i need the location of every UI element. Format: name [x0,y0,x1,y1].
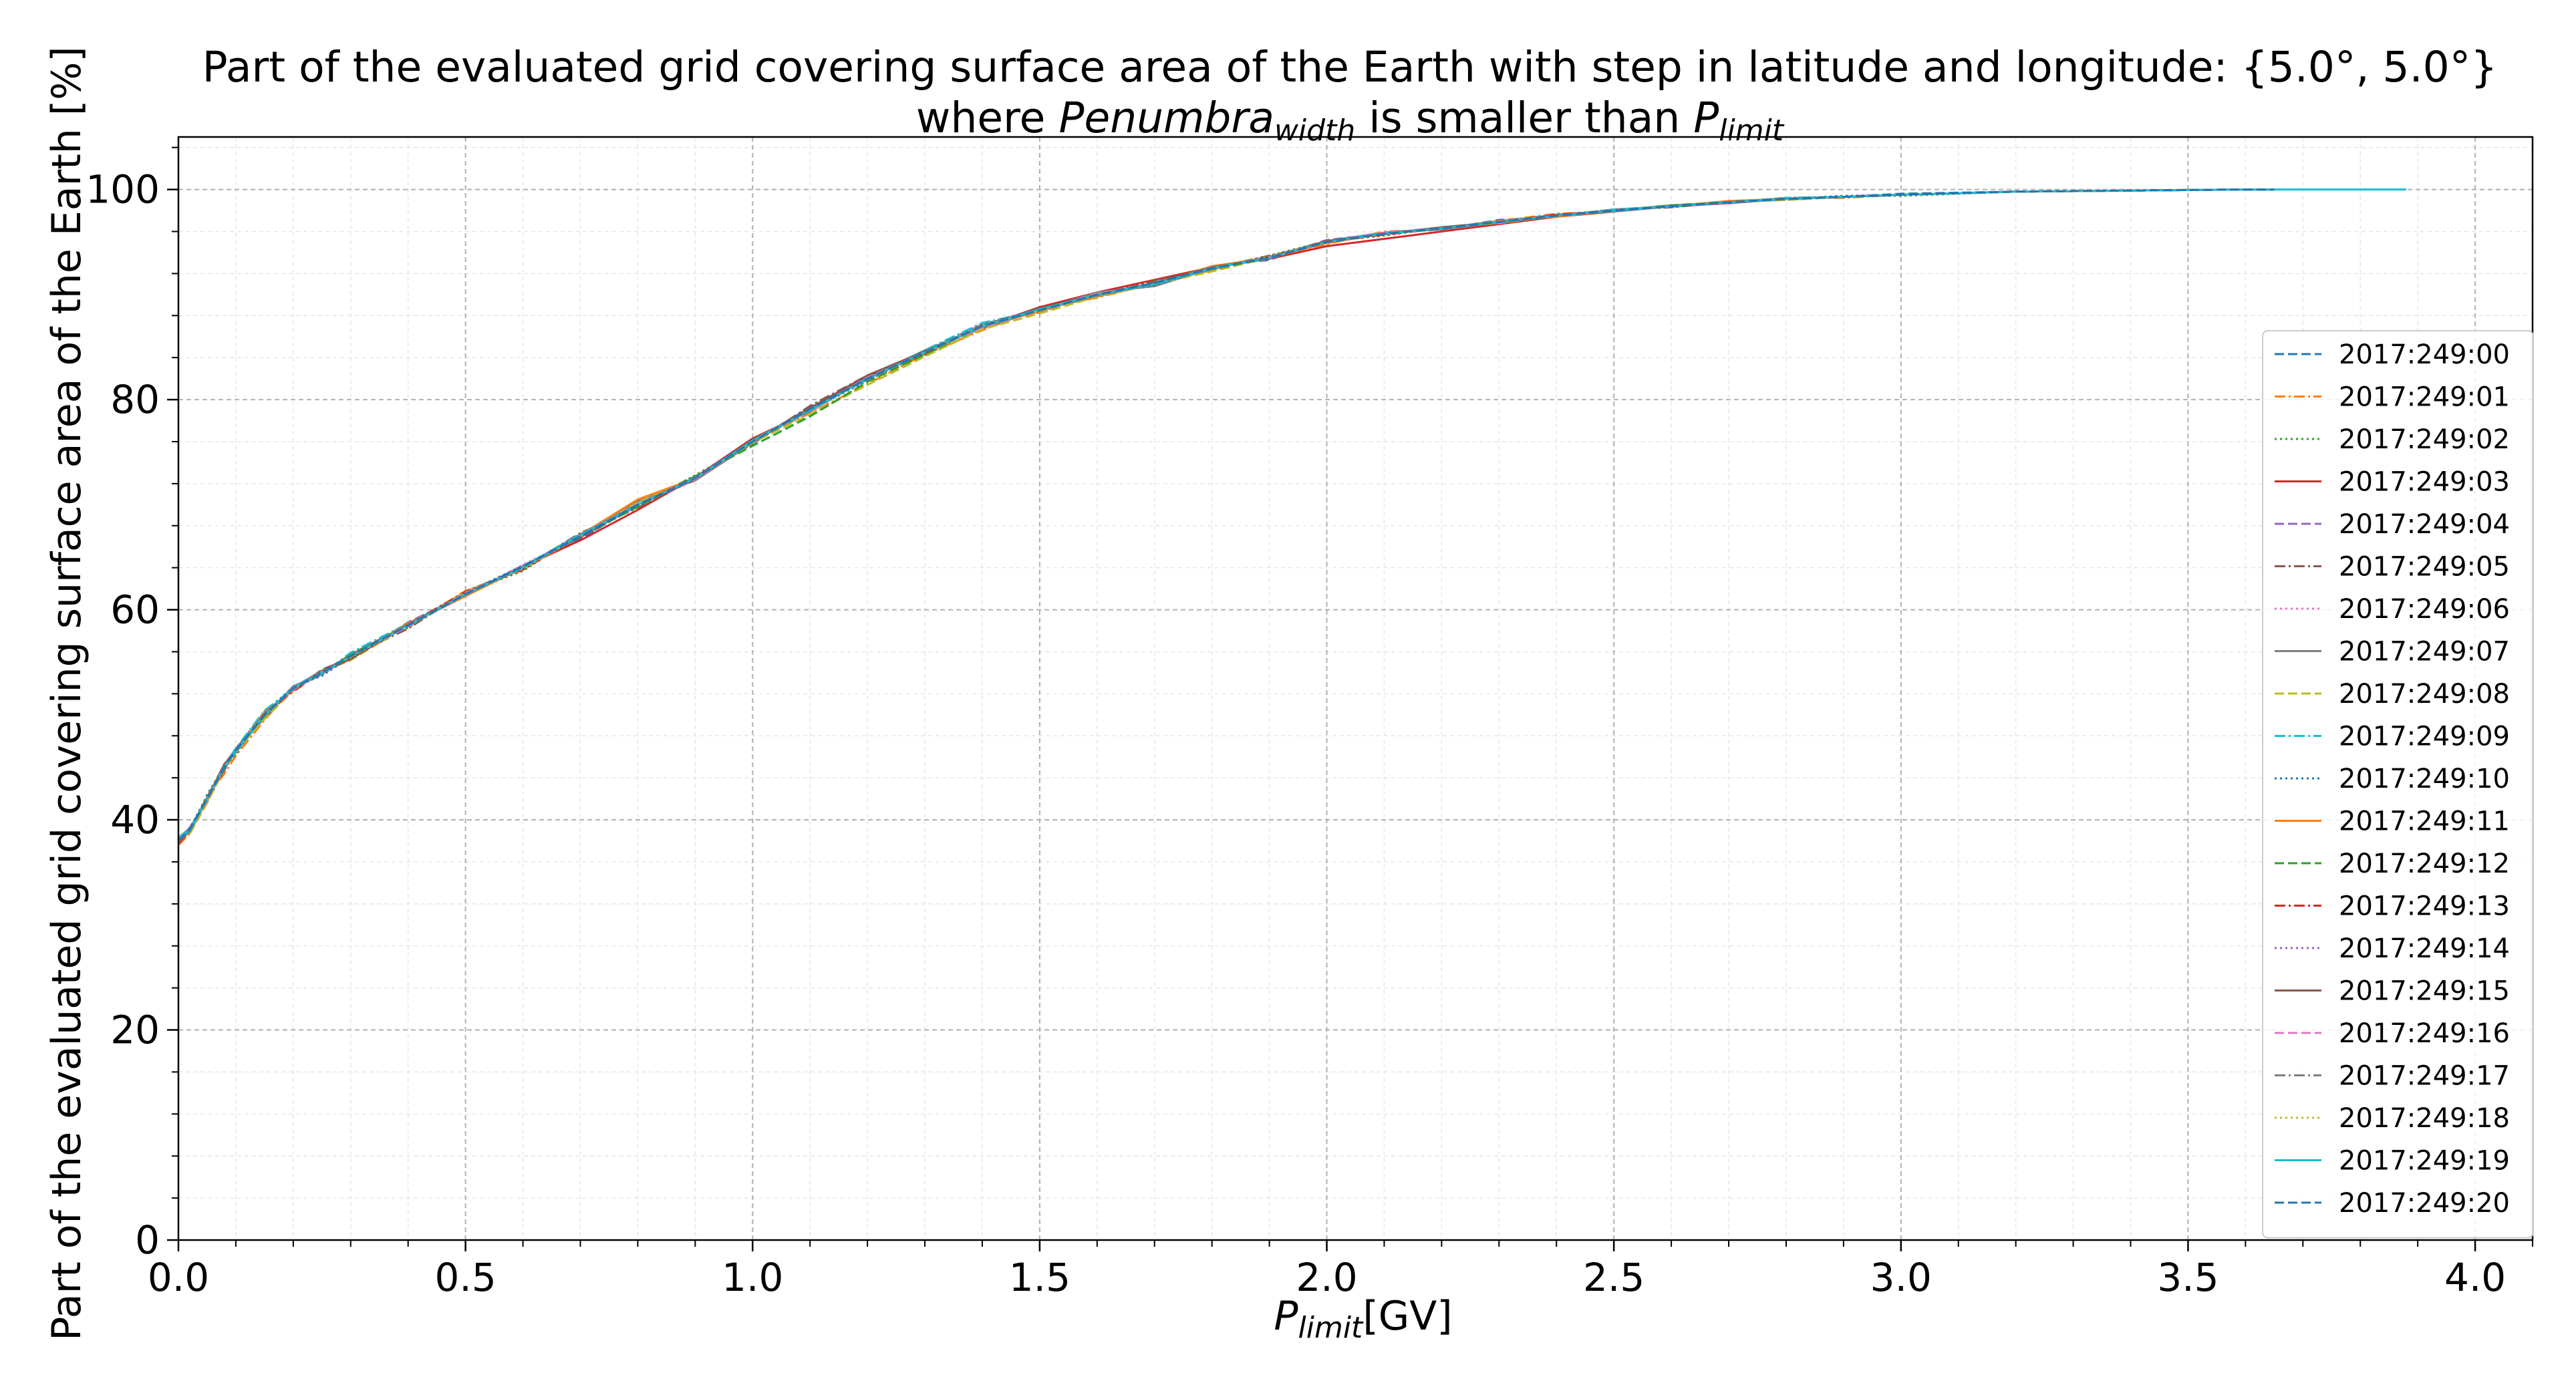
series-line-2017-249-07 [177,188,2275,844]
series-line-2017-249-05 [178,188,2275,842]
series-line-2017-249-01 [177,188,2275,846]
x-axis-label-symbol: P [1274,1293,1298,1340]
x-tick-label: 0.0 [148,1255,209,1300]
x-axis-label-subscript: limit [1298,1311,1365,1345]
series-line-2017-249-02 [178,188,2275,841]
series-line-2017-249-00 [178,188,2275,840]
y-tick-label: 0 [135,1217,160,1263]
y-axis-ticks: 0 20 40 60 80 100 [86,146,178,1263]
legend-entry-label: 2017:249:03 [2339,467,2510,498]
legend-entry-label: 2017:249:15 [2339,976,2510,1007]
series-line-2017-249-03 [178,188,2275,838]
series-line-2017-249-15 [178,188,2275,842]
major-grid [178,137,2533,1241]
y-tick-label: 20 [110,1008,160,1053]
y-tick-label: 80 [110,377,160,422]
legend-entry-label: 2017:249:09 [2339,722,2510,752]
title-plimit-symbol: P [1693,94,1719,142]
legend-entry-label: 2017:249:20 [2339,1188,2510,1219]
chart-title-line1: Part of the evaluated grid covering surf… [202,43,2498,92]
series-line-2017-249-16 [178,188,2275,840]
series-line-2017-249-17 [177,188,2275,843]
series-line-2017-249-04 [177,188,2275,843]
series-line-2017-249-19 [178,188,2406,841]
series-line-2017-249-14 [177,188,2275,841]
chart-title: Part of the evaluated grid covering surf… [202,43,2498,148]
title-plimit-subscript: limit [1719,114,1785,148]
series-line-2017-249-10 [177,188,2275,843]
legend-entry-label: 2017:249:02 [2339,424,2510,455]
y-tick-label: 60 [110,587,160,633]
title-penumbra-symbol: Penumbra [1058,94,1274,142]
x-tick-label: 3.0 [1870,1255,1932,1300]
title-line2-pre: where [916,94,1059,142]
legend-entry-label: 2017:249:17 [2339,1061,2510,1092]
series-line-2017-249-09 [178,188,2275,838]
legend-entry-label: 2017:249:04 [2339,509,2510,540]
title-line2-mid: is smaller than [1355,94,1693,142]
legend: 2017:249:00 2017:249:01 2017:249:02 2017:24… [2262,330,2534,1239]
legend-box [2262,330,2534,1239]
plot-frame [177,136,2534,1241]
x-axis-ticks: 0.0 0.5 1.0 1.5 2.0 2.5 3.0 3.5 4.0 [148,1240,2533,1300]
legend-entry-label: 2017:249:12 [2339,849,2510,879]
x-axis-label: Plimit[GV] [1274,1293,1452,1345]
series-line-2017-249-20 [177,188,2275,842]
x-tick-label: 0.5 [435,1255,496,1300]
x-tick-label: 4.0 [2444,1255,2506,1300]
series-line-2017-249-13 [177,188,2275,845]
y-tick-label: 40 [110,797,160,843]
legend-entry-label: 2017:249:16 [2339,1018,2510,1049]
legend-entry-label: 2017:249:11 [2339,806,2510,837]
y-tick-label: 100 [86,167,160,212]
title-penumbra-subscript: width [1274,114,1355,148]
legend-entry-label: 2017:249:00 [2339,339,2510,370]
x-axis-label-unit: [GV] [1363,1293,1452,1340]
legend-entry-label: 2017:249:19 [2339,1146,2510,1177]
legend-entry-label: 2017:249:06 [2339,594,2510,625]
chart-title-line2: where Penumbrawidth is smaller than Plim… [916,94,1785,148]
x-tick-label: 3.5 [2157,1255,2219,1300]
legend-entry-label: 2017:249:13 [2339,891,2510,922]
minor-grid [178,137,2533,1240]
x-tick-label: 2.5 [1583,1255,1644,1300]
legend-entry-label: 2017:249:05 [2339,552,2510,583]
x-tick-label: 1.0 [722,1255,783,1300]
series-line-2017-249-08 [178,188,2275,841]
x-tick-label: 1.5 [1009,1255,1070,1300]
legend-entry-label: 2017:249:08 [2339,679,2510,710]
x-tick-label: 2.0 [1296,1255,1357,1300]
legend-entry-label: 2017:249:14 [2339,933,2510,964]
series-layer [177,188,2406,846]
legend-entry-label: 2017:249:01 [2339,382,2510,413]
series-line-2017-249-11 [177,188,2275,842]
legend-entry-label: 2017:249:07 [2339,637,2510,667]
series-line-2017-249-12 [178,188,2275,841]
y-axis-label: Part of the evaluated grid covering surf… [43,46,90,1340]
legend-entry-label: 2017:249:18 [2339,1103,2510,1134]
series-line-2017-249-06 [178,188,2275,840]
legend-entry-label: 2017:249:10 [2339,764,2510,794]
series-line-2017-249-18 [177,188,2275,842]
